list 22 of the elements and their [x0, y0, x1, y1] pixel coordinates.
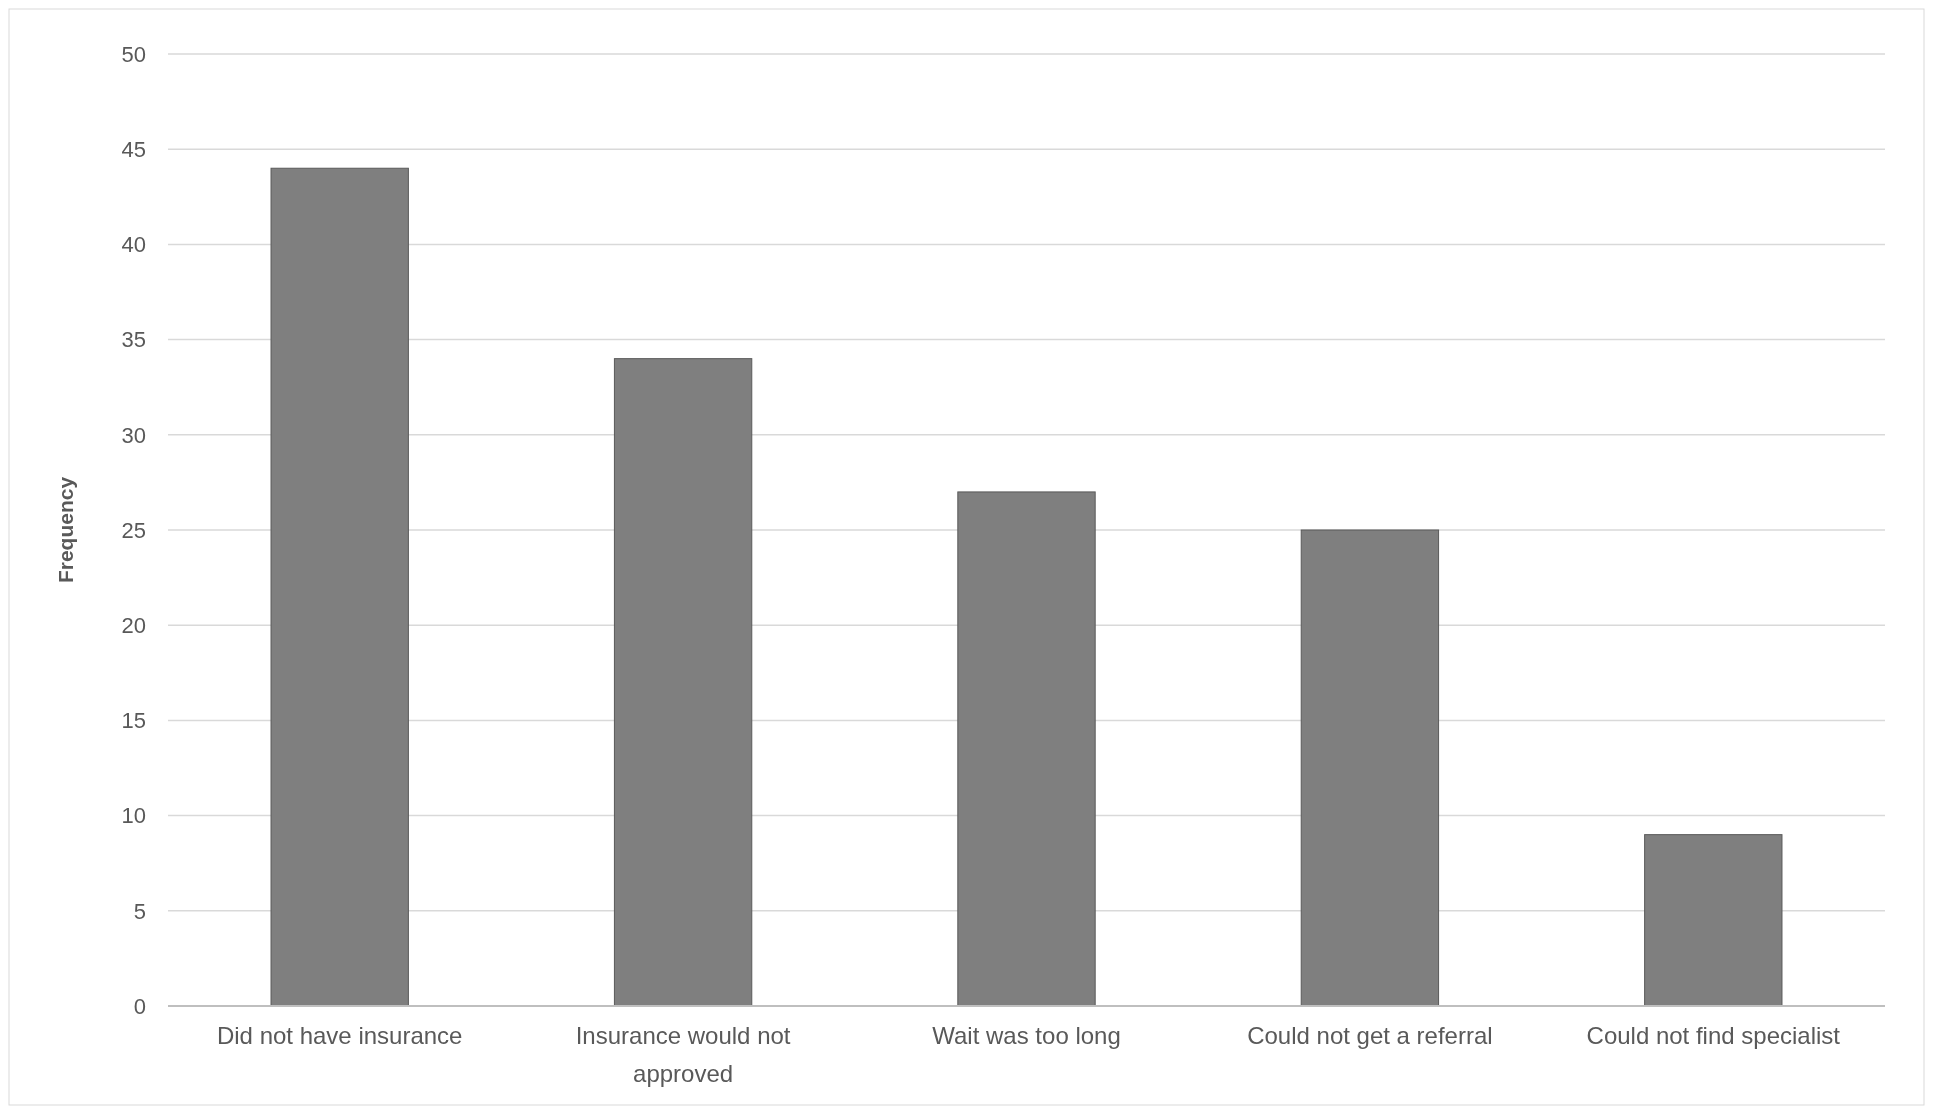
- y-tick-label: 35: [121, 327, 146, 353]
- x-tick-label: Could not find specialist: [1586, 1022, 1841, 1049]
- y-tick-label: 40: [121, 232, 146, 258]
- bar: [1644, 834, 1783, 1007]
- y-tick-label: 45: [121, 136, 146, 162]
- y-tick-label: 30: [121, 422, 146, 448]
- y-axis-title: Frequency: [54, 476, 77, 584]
- y-tick-label: 20: [121, 612, 146, 638]
- x-tick-label: Did not have insurance: [216, 1022, 463, 1049]
- bar: [270, 167, 409, 1007]
- y-tick-label: 0: [133, 993, 146, 1019]
- bar: [613, 358, 753, 1007]
- y-tick-label: 15: [121, 708, 146, 734]
- y-tick-label: 25: [121, 517, 146, 543]
- y-tick-label: 50: [121, 41, 146, 67]
- y-tick-label: 10: [121, 803, 146, 829]
- y-tick-label: 5: [133, 898, 146, 924]
- bar: [957, 491, 1096, 1007]
- x-tick-label: Could not get a referral: [1247, 1022, 1493, 1049]
- bar: [1300, 529, 1440, 1007]
- x-tick-label: Wait was too long: [932, 1022, 1121, 1049]
- x-tick-label: Insurance would not approved: [575, 1022, 791, 1087]
